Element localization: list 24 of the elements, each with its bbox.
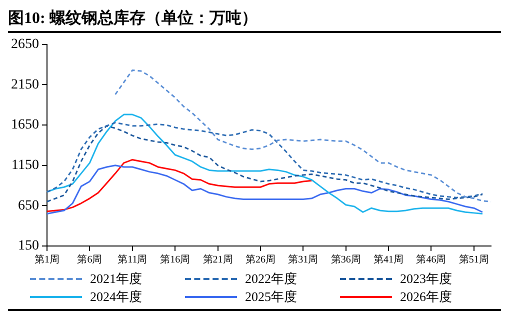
legend-label: 2022年度 [245, 271, 297, 287]
x-tick-label: 第26周 [245, 254, 276, 266]
legend-label: 2024年度 [90, 289, 142, 305]
x-tick-label: 第41周 [374, 254, 404, 266]
x-tick-label: 第11周 [118, 254, 148, 266]
y-tick-label: 650 [18, 198, 39, 214]
x-tick-label: 第6周 [77, 254, 102, 266]
y-tick-label: 2150 [11, 77, 39, 92]
legend-label: 2026年度 [400, 289, 452, 305]
x-tick-label: 第1周 [34, 254, 60, 266]
y-tick-label: 150 [18, 238, 39, 254]
x-tick-label: 第31周 [288, 254, 318, 266]
x-tick-label: 第21周 [202, 254, 233, 266]
y-tick-label: 2650 [11, 37, 39, 52]
chart-title: 图10: 螺纹钢总库存（单位：万吨） [8, 8, 501, 33]
legend-label: 2023年度 [400, 271, 452, 287]
x-tick-label: 第36周 [330, 254, 361, 266]
x-tick-label: 第46周 [416, 254, 446, 266]
x-tick-label: 第16周 [160, 254, 190, 266]
y-tick-label: 1650 [11, 118, 39, 133]
y-tick-label: 1150 [12, 158, 39, 174]
x-tick-label: 第51周 [458, 254, 489, 266]
legend-label: 2021年度 [90, 271, 142, 287]
legend-label: 2025年度 [245, 289, 297, 305]
